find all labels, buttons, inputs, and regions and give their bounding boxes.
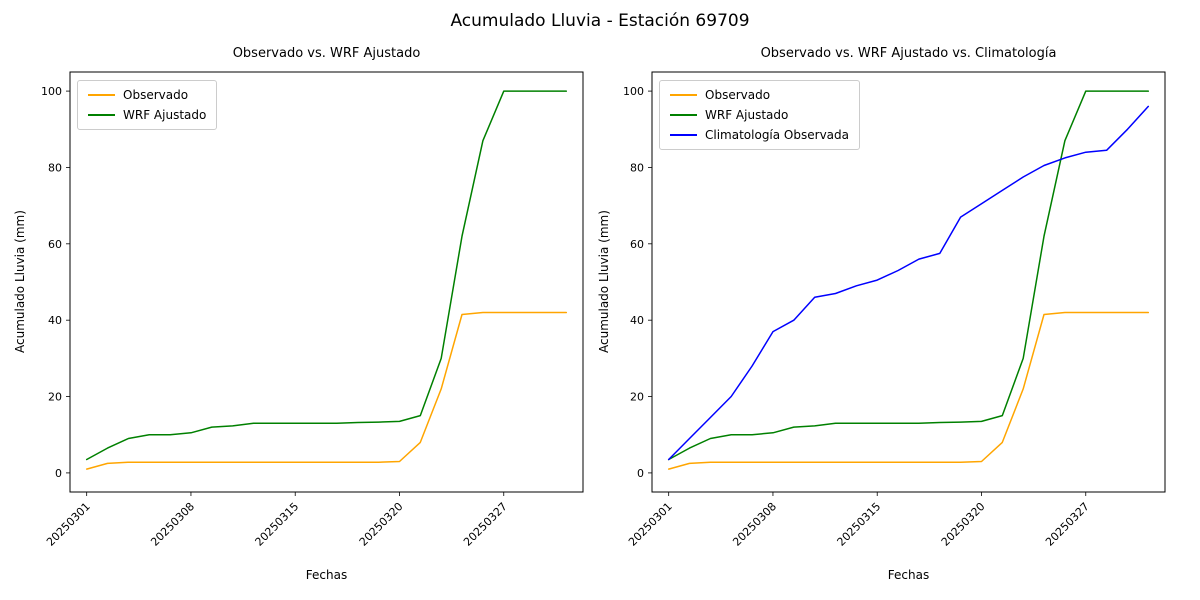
y-tick-label: 60 <box>48 238 62 251</box>
x-tick-label: 20250327 <box>1043 500 1092 549</box>
legend-left: Observado WRF Ajustado <box>77 80 218 130</box>
legend-right: Observado WRF Ajustado Climatología Obse… <box>659 80 860 150</box>
x-tick-label: 20250315 <box>835 500 884 549</box>
line-swatch-icon <box>670 114 697 116</box>
y-tick-label: 20 <box>48 391 62 404</box>
subplot-right-title: Observado vs. WRF Ajustado vs. Climatolo… <box>760 46 1057 61</box>
y-tick-label: 0 <box>637 467 644 480</box>
x-tick-label: 20250315 <box>253 500 302 549</box>
line-swatch-icon <box>88 114 115 116</box>
left-y-axis-label: Acumulado Lluvia (mm) <box>13 210 27 354</box>
axes-frame <box>69 71 584 493</box>
x-tick-label: 20250301 <box>626 500 675 549</box>
line-swatch-icon <box>670 94 697 96</box>
line-swatch-icon <box>88 94 115 96</box>
y-tick-label: 40 <box>48 314 62 327</box>
series-line-observado <box>667 311 1150 470</box>
y-tick-label: 80 <box>630 161 644 174</box>
y-tick-label: 0 <box>55 467 62 480</box>
legend-label: Observado <box>705 88 771 102</box>
series-line-wrf-ajustado <box>85 90 568 461</box>
x-tick-label: 20250308 <box>730 500 779 549</box>
x-tick-label: 20250327 <box>461 500 510 549</box>
legend-item: Observado <box>88 88 206 102</box>
y-tick-label: 80 <box>48 161 62 174</box>
right-x-axis-label: Fechas <box>887 568 930 582</box>
legend-label: WRF Ajustado <box>705 108 789 122</box>
y-tick-label: 100 <box>623 85 644 98</box>
legend-item: Climatología Observada <box>670 128 849 142</box>
x-tick-label: 20250320 <box>939 500 988 549</box>
x-tick-label: 20250320 <box>357 500 406 549</box>
legend-item: WRF Ajustado <box>88 108 206 122</box>
line-swatch-icon <box>670 134 697 136</box>
legend-label: Climatología Observada <box>705 128 849 142</box>
right-y-axis-label: Acumulado Lluvia (mm) <box>597 210 611 354</box>
axes-frame <box>651 71 1166 493</box>
series-line-wrf-ajustado <box>667 90 1150 461</box>
y-tick-label: 100 <box>41 85 62 98</box>
legend-item: Observado <box>670 88 849 102</box>
y-tick-label: 40 <box>630 314 644 327</box>
x-tick-label: 20250301 <box>44 500 93 549</box>
series-line-climatología-observada <box>667 105 1150 461</box>
series-line-observado <box>85 311 568 470</box>
legend-label: Observado <box>123 88 189 102</box>
x-tick-label: 20250308 <box>148 500 197 549</box>
y-tick-label: 20 <box>630 391 644 404</box>
y-tick-label: 60 <box>630 238 644 251</box>
left-x-axis-label: Fechas <box>305 568 348 582</box>
legend-item: WRF Ajustado <box>670 108 849 122</box>
figure-title: Acumulado Lluvia - Estación 69709 <box>450 11 750 31</box>
legend-label: WRF Ajustado <box>123 108 207 122</box>
subplot-left-title: Observado vs. WRF Ajustado <box>232 46 421 61</box>
